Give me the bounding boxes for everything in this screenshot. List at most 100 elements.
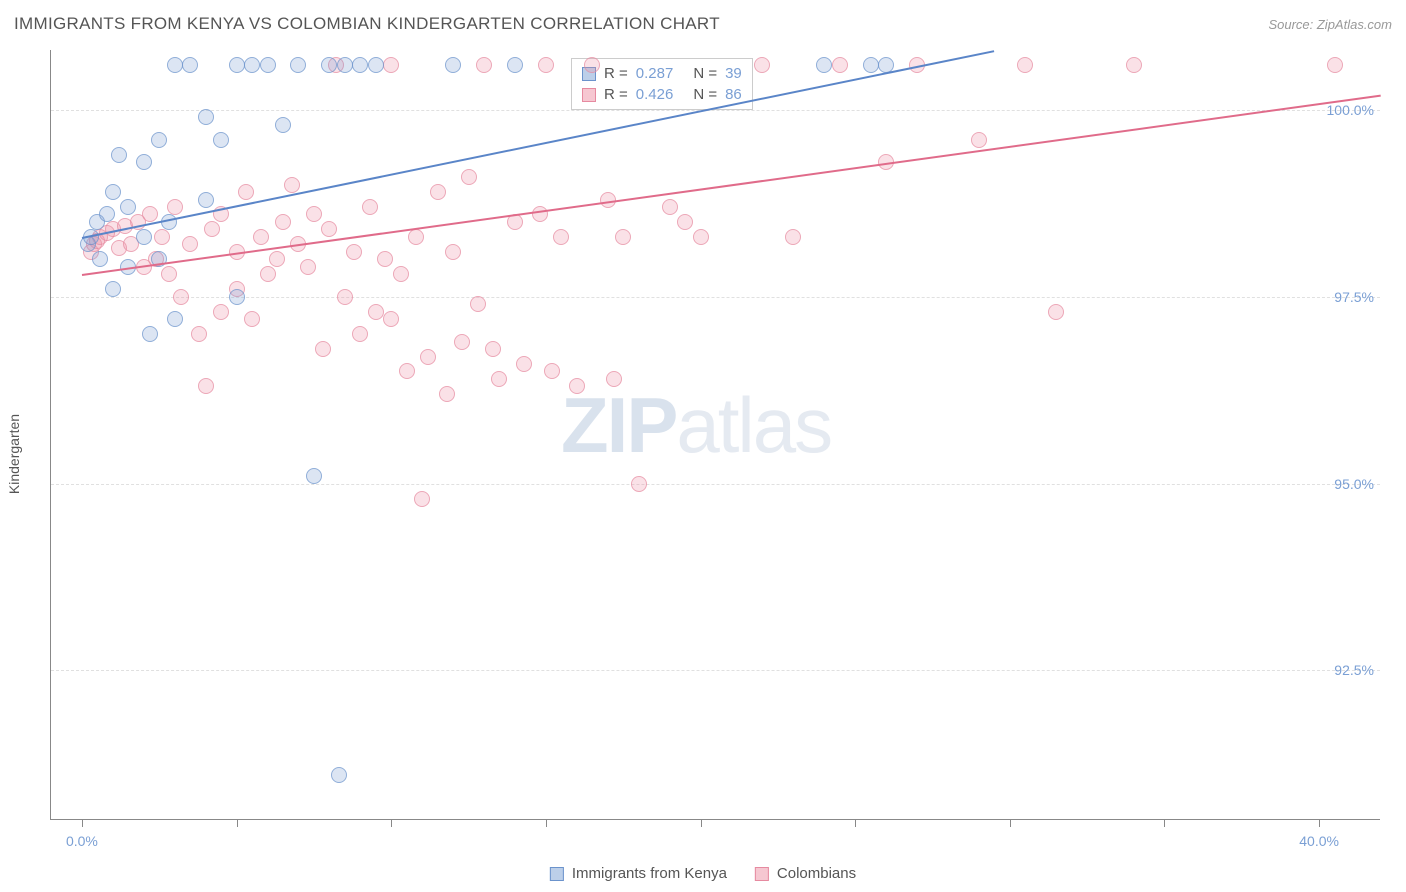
gridline-h [51, 670, 1380, 671]
watermark-rest: atlas [676, 381, 831, 469]
scatter-point [198, 192, 214, 208]
scatter-point [569, 378, 585, 394]
scatter-point [368, 57, 384, 73]
scatter-point [198, 109, 214, 125]
scatter-point [260, 57, 276, 73]
x-tick [855, 819, 856, 827]
stats-r-value: 0.426 [636, 86, 674, 103]
scatter-point [693, 229, 709, 245]
scatter-point [105, 281, 121, 297]
scatter-point [445, 57, 461, 73]
scatter-point [516, 356, 532, 372]
x-tick-label: 40.0% [1299, 833, 1339, 849]
scatter-point [120, 199, 136, 215]
scatter-point [321, 57, 337, 73]
scatter-point [584, 57, 600, 73]
stats-r-label: R = [604, 86, 628, 103]
scatter-point [677, 214, 693, 230]
x-tick [701, 819, 702, 827]
scatter-point [213, 304, 229, 320]
scatter-point [553, 229, 569, 245]
source-name: ZipAtlas.com [1317, 17, 1392, 32]
scatter-point [863, 57, 879, 73]
scatter-point [275, 214, 291, 230]
scatter-point [538, 57, 554, 73]
scatter-chart: ZIPatlas R = 0.287N = 39R = 0.426N = 86 … [50, 50, 1380, 820]
scatter-point [161, 266, 177, 282]
scatter-point [631, 476, 647, 492]
scatter-point [1048, 304, 1064, 320]
scatter-point [167, 57, 183, 73]
scatter-point [260, 266, 276, 282]
scatter-point [606, 371, 622, 387]
scatter-point [167, 311, 183, 327]
scatter-point [213, 132, 229, 148]
scatter-point [439, 386, 455, 402]
scatter-point [204, 221, 220, 237]
scatter-point [229, 289, 245, 305]
x-tick [1319, 819, 1320, 827]
scatter-point [971, 132, 987, 148]
scatter-point [1327, 57, 1343, 73]
scatter-point [491, 371, 507, 387]
scatter-point [414, 491, 430, 507]
scatter-point [321, 221, 337, 237]
scatter-point [445, 244, 461, 260]
scatter-point [244, 57, 260, 73]
scatter-point [1126, 57, 1142, 73]
scatter-point [352, 326, 368, 342]
legend-label-colombians: Colombians [777, 865, 856, 882]
scatter-point [470, 296, 486, 312]
scatter-point [399, 363, 415, 379]
scatter-point [229, 57, 245, 73]
scatter-point [507, 57, 523, 73]
gridline-h [51, 110, 1380, 111]
scatter-point [306, 206, 322, 222]
legend-label-kenya: Immigrants from Kenya [572, 865, 727, 882]
scatter-point [253, 229, 269, 245]
scatter-point [306, 468, 322, 484]
scatter-point [337, 57, 353, 73]
scatter-point [337, 289, 353, 305]
scatter-point [532, 206, 548, 222]
scatter-point [377, 251, 393, 267]
scatter-point [461, 169, 477, 185]
scatter-point [393, 266, 409, 282]
x-tick [1164, 819, 1165, 827]
scatter-point [136, 229, 152, 245]
scatter-point [92, 251, 108, 267]
source-attribution: Source: ZipAtlas.com [1268, 17, 1392, 32]
scatter-point [182, 57, 198, 73]
x-tick [391, 819, 392, 827]
scatter-point [1017, 57, 1033, 73]
scatter-point [485, 341, 501, 357]
scatter-point [368, 304, 384, 320]
scatter-point [383, 311, 399, 327]
scatter-point [191, 326, 207, 342]
x-tick [1010, 819, 1011, 827]
scatter-point [832, 57, 848, 73]
chart-header: IMMIGRANTS FROM KENYA VS COLOMBIAN KINDE… [14, 14, 1392, 34]
watermark: ZIPatlas [561, 380, 831, 471]
scatter-point [275, 117, 291, 133]
stats-r-label: R = [604, 65, 628, 82]
scatter-point [331, 767, 347, 783]
scatter-point [300, 259, 316, 275]
gridline-h [51, 297, 1380, 298]
scatter-point [238, 184, 254, 200]
scatter-point [430, 184, 446, 200]
scatter-point [111, 147, 127, 163]
scatter-point [362, 199, 378, 215]
scatter-point [408, 229, 424, 245]
scatter-point [99, 206, 115, 222]
stats-n-label: N = [693, 65, 717, 82]
y-axis-label: Kindergarten [6, 414, 22, 494]
legend-item-colombians: Colombians [755, 865, 856, 882]
stats-n-label: N = [693, 86, 717, 103]
x-tick [237, 819, 238, 827]
y-tick-label: 97.5% [1334, 289, 1374, 305]
scatter-point [284, 177, 300, 193]
scatter-point [290, 57, 306, 73]
legend-swatch-blue [550, 867, 564, 881]
chart-title: IMMIGRANTS FROM KENYA VS COLOMBIAN KINDE… [14, 14, 720, 34]
